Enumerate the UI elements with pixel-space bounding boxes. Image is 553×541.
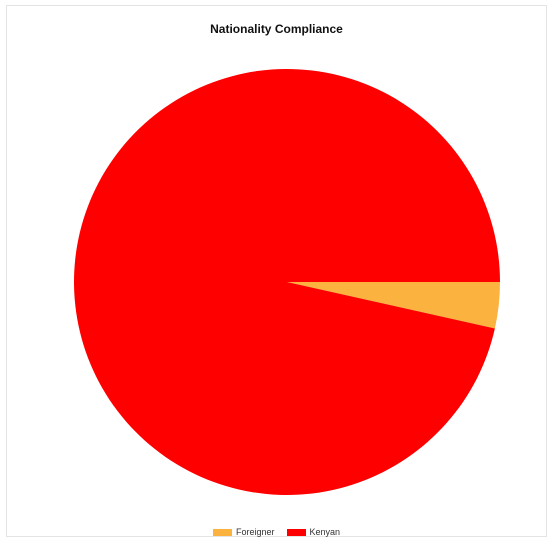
pie-slice-foreigner[interactable] — [287, 282, 500, 329]
legend-label-kenyan: Kenyan — [309, 527, 341, 537]
chart-legend: Foreigner Kenyan — [0, 527, 553, 537]
legend-item-kenyan[interactable]: Kenyan — [286, 527, 341, 537]
legend-swatch-kenyan — [286, 528, 306, 536]
pie-slice-kenyan[interactable] — [74, 69, 500, 496]
legend-label-foreigner: Foreigner — [235, 527, 275, 537]
chart-title: Nationality Compliance — [210, 22, 343, 36]
legend-swatch-foreigner — [212, 528, 232, 536]
legend-item-foreigner[interactable]: Foreigner — [212, 527, 275, 537]
pie-slices — [74, 69, 500, 496]
